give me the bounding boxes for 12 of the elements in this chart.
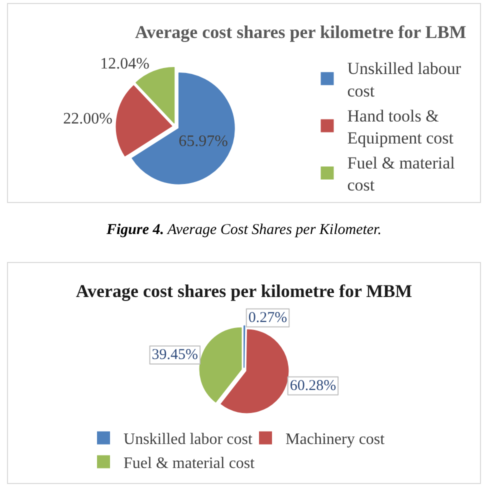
data-label: 12.04% bbox=[100, 56, 150, 73]
legend-label: Fuel & material cost bbox=[347, 154, 456, 195]
chart-title: Average cost shares per kilometre for LBM bbox=[135, 22, 466, 42]
legend-label: Fuel & material cost bbox=[124, 454, 256, 472]
legend-label: Hand tools & Equipment cost bbox=[347, 106, 454, 148]
legend-label: Unskilled labour cost bbox=[347, 59, 462, 100]
data-label: 65.97% bbox=[178, 133, 228, 150]
caption: Figure 4. Average Cost Shares per Kilometer. bbox=[106, 222, 382, 238]
chart-title: Average cost shares per kilometre for MBM bbox=[76, 281, 412, 302]
data-label: 22.00% bbox=[63, 110, 112, 128]
legend-label: Machinery cost bbox=[286, 431, 386, 448]
legend-label: Unskilled labor cost bbox=[124, 431, 253, 448]
